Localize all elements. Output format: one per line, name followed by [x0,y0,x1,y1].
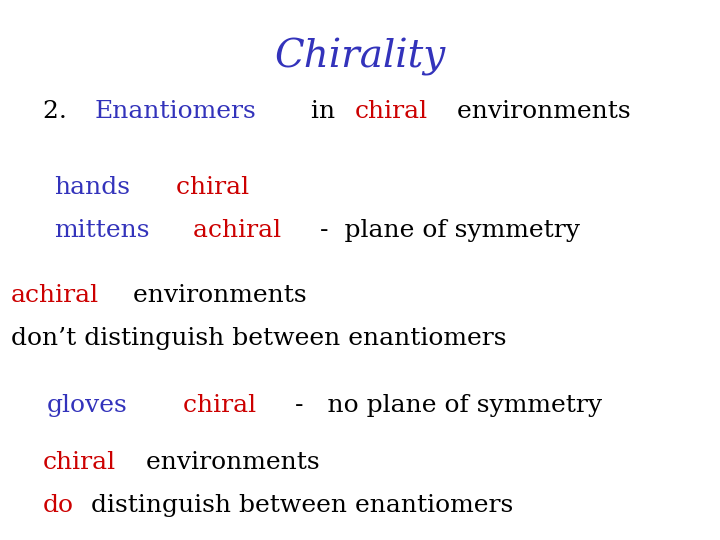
Text: do: do [43,494,74,517]
Text: Enantiomers: Enantiomers [94,100,256,123]
Text: chiral: chiral [355,100,428,123]
Text: don’t distinguish between enantiomers: don’t distinguish between enantiomers [11,327,506,350]
Text: environments: environments [138,451,319,474]
Text: hands: hands [54,176,130,199]
Text: gloves: gloves [47,394,127,417]
Text: achiral: achiral [177,219,282,242]
Text: chiral: chiral [152,176,249,199]
Text: chiral: chiral [43,451,117,474]
Text: distinguish between enantiomers: distinguish between enantiomers [84,494,513,517]
Text: achiral: achiral [11,284,99,307]
Text: chiral: chiral [151,394,256,417]
Text: in: in [303,100,343,123]
Text: -   no plane of symmetry: - no plane of symmetry [287,394,602,417]
Text: -  plane of symmetry: - plane of symmetry [312,219,580,242]
Text: mittens: mittens [54,219,150,242]
Text: environments: environments [449,100,631,123]
Text: Chirality: Chirality [274,38,446,76]
Text: environments: environments [125,284,306,307]
Text: 2.: 2. [43,100,83,123]
